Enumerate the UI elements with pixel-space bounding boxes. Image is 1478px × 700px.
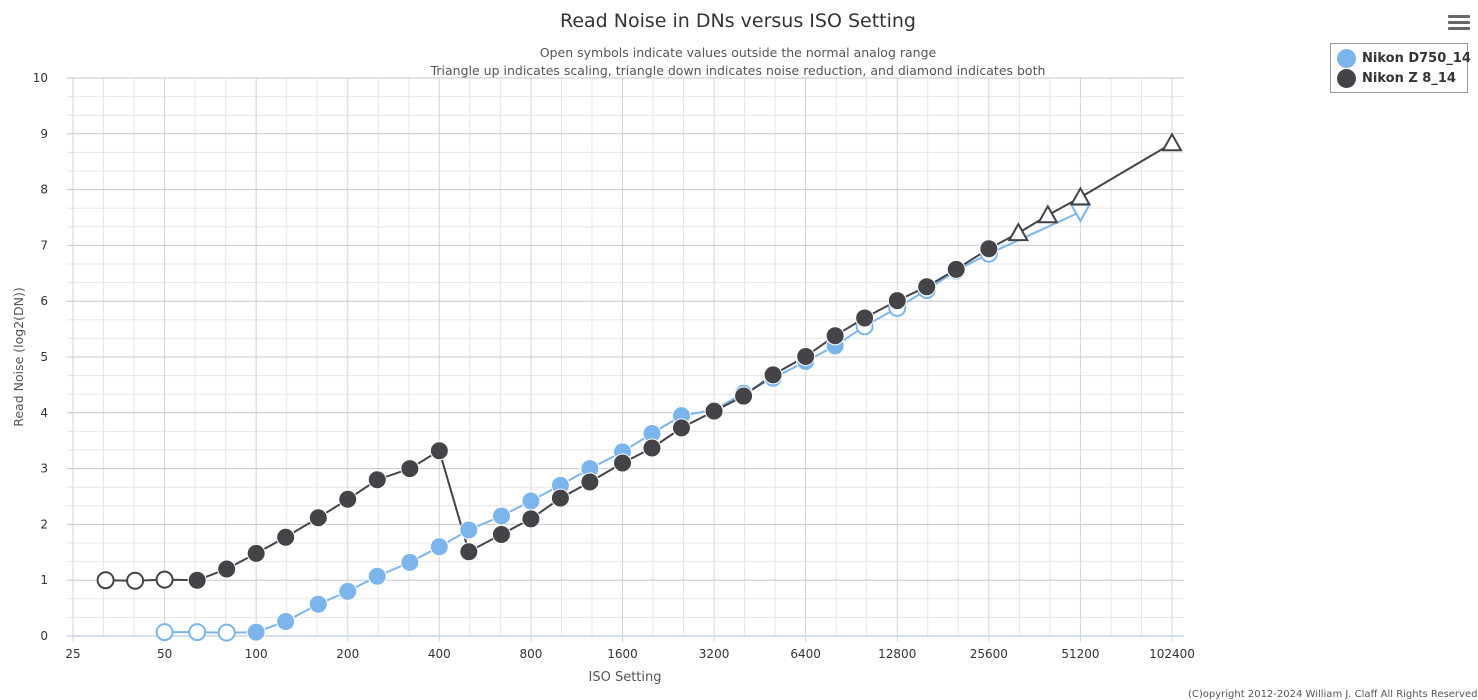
data-point-open [155, 570, 174, 589]
hamburger-menu-icon[interactable] [1446, 12, 1472, 36]
x-tick-label: 12800 [878, 647, 916, 661]
data-point [855, 308, 875, 328]
y-tick-label: 3 [40, 462, 48, 476]
chart-subtitle-line-2: Triangle up indicates scaling, triangle … [430, 63, 1046, 78]
x-tick-label: 100 [245, 647, 268, 661]
legend-marker [1337, 68, 1356, 88]
data-point [491, 506, 511, 526]
data-point [308, 508, 328, 528]
data-point [217, 559, 237, 579]
data-point-open [126, 571, 145, 590]
data-point [338, 489, 358, 509]
data-point-triangle-up [1069, 186, 1092, 206]
data-point [187, 570, 207, 590]
data-point [521, 491, 541, 511]
data-point [429, 441, 449, 461]
data-point [825, 326, 845, 346]
y-tick-label: 0 [40, 629, 48, 643]
x-tick-label: 1600 [607, 647, 638, 661]
legend-label: Nikon D750_14 [1362, 50, 1471, 66]
data-point-triangle-up [1037, 204, 1059, 224]
data-point [246, 543, 266, 563]
y-tick-label: 7 [40, 238, 48, 252]
y-tick-label: 8 [40, 183, 48, 197]
data-point-open [96, 571, 115, 590]
chart-title: Read Noise in DNs versus ISO Setting [560, 10, 916, 32]
data-point [642, 438, 662, 458]
data-point-open [217, 623, 236, 642]
x-tick-label: 800 [519, 647, 542, 661]
data-point [276, 527, 296, 547]
data-point [400, 552, 420, 572]
data-point [367, 470, 387, 490]
data-point [338, 581, 358, 601]
data-point [400, 459, 420, 479]
menu-bar [1448, 27, 1470, 30]
data-point [459, 520, 479, 540]
series-markers [96, 132, 1183, 642]
y-tick-label: 1 [40, 573, 48, 587]
major-gridlines [67, 77, 1184, 637]
data-point [704, 401, 724, 421]
menu-bar [1448, 15, 1470, 18]
data-point [459, 542, 479, 562]
data-point [979, 239, 999, 259]
x-tick-label: 25600 [970, 647, 1008, 661]
y-axis-label: Read Noise (log2(DN)) [11, 287, 26, 427]
y-tick-label: 4 [40, 406, 48, 420]
data-point [491, 524, 511, 544]
axes: 25 50 100 200 400 800 1600 3200 6400 12800 25600 51… [33, 71, 1195, 661]
data-point [246, 622, 266, 642]
data-point-open [188, 623, 207, 642]
legend-marker [1337, 48, 1356, 68]
data-point-triangle-up [1007, 222, 1030, 242]
data-point [308, 594, 328, 614]
x-tick-label: 6400 [790, 647, 821, 661]
data-point [521, 509, 541, 529]
legend: Nikon D750_14 Nikon Z 8_14 [1330, 43, 1471, 93]
series-line-nikon-z8 [105, 142, 1173, 582]
x-tick-label: 51200 [1061, 647, 1099, 661]
data-point [276, 611, 296, 631]
x-tick-label: 25 [65, 647, 80, 661]
data-point [763, 365, 783, 385]
x-tick-label: 3200 [699, 647, 730, 661]
x-tick-label: 102400 [1149, 647, 1195, 661]
data-point [613, 453, 632, 473]
data-point-triangle-down [1069, 203, 1092, 223]
y-tick-label: 6 [40, 294, 48, 308]
data-point [580, 472, 600, 492]
data-point-open [155, 623, 174, 642]
y-tick-label: 9 [40, 127, 48, 141]
menu-bar [1448, 21, 1470, 24]
y-tick-label: 5 [40, 350, 48, 364]
y-tick-label: 2 [40, 517, 48, 531]
x-tick-label: 50 [157, 647, 172, 661]
data-point [550, 488, 570, 508]
x-tick-label: 200 [336, 647, 359, 661]
legend-item-nikon-z8[interactable]: Nikon Z 8_14 [1337, 68, 1456, 88]
data-point [917, 277, 937, 297]
x-tick-label: 400 [428, 647, 451, 661]
data-point [796, 346, 816, 366]
legend-label: Nikon Z 8_14 [1362, 70, 1456, 86]
x-axis-label: ISO Setting [589, 670, 662, 685]
copyright-notice: (C)opyright 2012-2024 William J. Claff A… [1188, 689, 1478, 700]
legend-item-nikon-d750[interactable]: Nikon D750_14 [1337, 48, 1471, 68]
data-point [734, 386, 754, 406]
series-lines [105, 142, 1173, 634]
y-tick-label: 10 [33, 71, 48, 85]
data-point-triangle-up [1161, 132, 1183, 152]
data-point [887, 291, 907, 311]
data-point [671, 418, 691, 438]
data-point [946, 259, 966, 279]
chart-subtitle-line-1: Open symbols indicate values outside the… [540, 45, 937, 60]
data-point [367, 566, 387, 586]
data-point [429, 537, 449, 557]
